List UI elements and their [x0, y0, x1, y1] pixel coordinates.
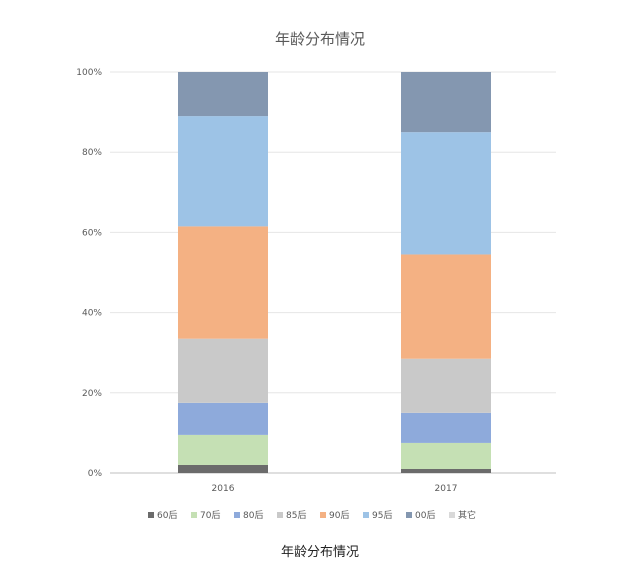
- legend-label: 其它: [458, 509, 476, 521]
- bar-segment: [178, 464, 268, 473]
- legend-label: 60后: [157, 510, 177, 521]
- bar-segment: [401, 412, 491, 443]
- axis-ticks: 0% 20% 40% 60% 80% 100% 2016 2017: [76, 68, 457, 494]
- legend-label: 90后: [329, 510, 349, 521]
- legend: 60后 70后 80后 85后 90后 95后 00后 其它: [148, 509, 476, 521]
- legend-swatch: [191, 512, 197, 518]
- legend-label: 85后: [286, 510, 306, 521]
- x-tick-label: 2016: [212, 484, 235, 494]
- y-tick-label: 100%: [76, 68, 102, 78]
- bar-segment: [401, 442, 491, 469]
- legend-swatch: [406, 512, 412, 518]
- legend-swatch: [277, 512, 283, 518]
- bar-segment: [178, 72, 268, 117]
- bar-segment: [401, 358, 491, 413]
- legend-swatch: [234, 512, 240, 518]
- bar-segment: [401, 254, 491, 359]
- legend-swatch: [148, 512, 154, 518]
- x-tick-label: 2017: [435, 484, 458, 494]
- bar-segment: [178, 116, 268, 227]
- bar-segment: [401, 468, 491, 473]
- legend-label: 70后: [200, 510, 220, 521]
- y-tick-label: 80%: [82, 148, 102, 158]
- bar-segment: [178, 402, 268, 435]
- legend-swatch: [449, 512, 455, 518]
- bar-segment: [178, 226, 268, 339]
- chart-title: 年龄分布情况: [275, 30, 365, 48]
- bars: [178, 72, 491, 473]
- bar-segment: [178, 434, 268, 465]
- legend-swatch: [320, 512, 326, 518]
- y-tick-label: 0%: [88, 469, 103, 479]
- figure-caption: 年龄分布情况: [280, 545, 359, 560]
- y-tick-label: 20%: [82, 389, 102, 399]
- bar-segment: [178, 338, 268, 403]
- legend-swatch: [363, 512, 369, 518]
- bar-segment: [401, 72, 491, 133]
- legend-label: 95后: [372, 510, 392, 521]
- legend-label: 80后: [243, 510, 263, 521]
- legend-label: 00后: [415, 510, 435, 521]
- y-tick-label: 40%: [82, 309, 102, 319]
- bar-segment: [401, 132, 491, 255]
- y-tick-label: 60%: [82, 228, 102, 238]
